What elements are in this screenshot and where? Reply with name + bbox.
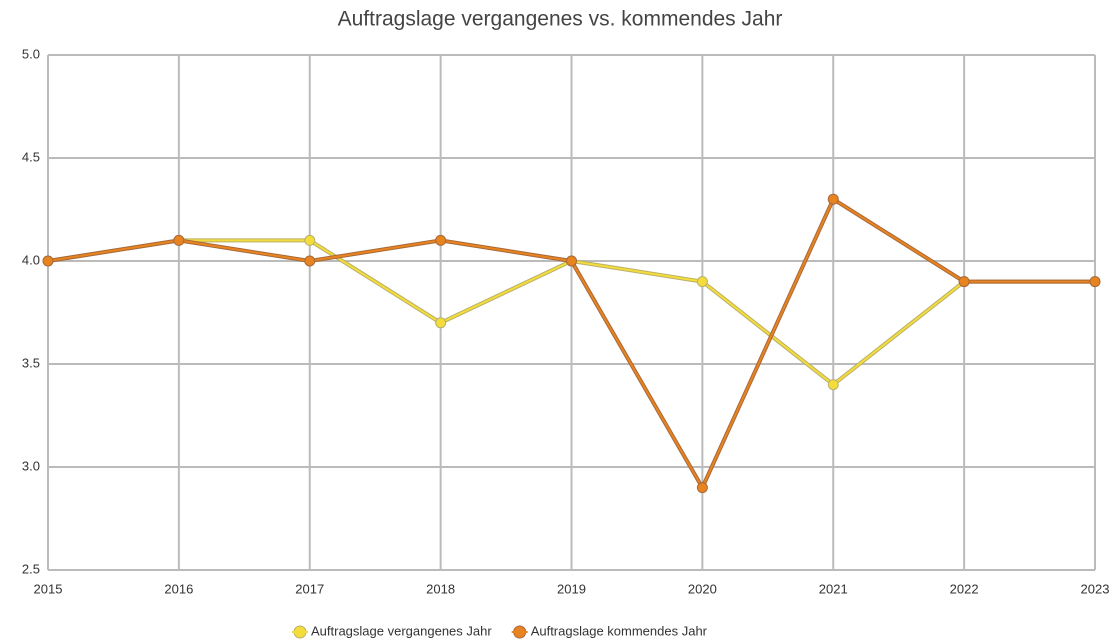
x-tick-label: 2018: [426, 581, 455, 596]
data-point: [304, 255, 316, 267]
y-tick-label: 2.5: [22, 561, 40, 576]
data-point: [173, 234, 185, 246]
data-point: [696, 276, 708, 288]
data-point: [827, 379, 839, 391]
data-point: [435, 234, 447, 246]
x-tick-label: 2020: [688, 581, 717, 596]
chart-title: Auftragslage vergangenes vs. kommendes J…: [338, 8, 783, 31]
y-tick-label: 4.5: [22, 149, 40, 164]
data-point: [304, 234, 316, 246]
x-tick-label: 2022: [950, 581, 979, 596]
data-point: [435, 317, 447, 329]
x-tick-label: 2023: [1081, 581, 1110, 596]
data-point: [566, 255, 577, 267]
data-point: [1089, 276, 1101, 288]
legend-label: Auftragslage kommendes Jahr: [531, 623, 708, 638]
data-point: [958, 276, 970, 288]
x-tick-label: 2019: [557, 581, 586, 596]
y-tick-label: 5.0: [22, 46, 40, 61]
x-tick-label: 2016: [164, 581, 193, 596]
x-tick-label: 2015: [34, 581, 63, 596]
data-point: [42, 255, 54, 267]
y-tick-label: 3.0: [22, 458, 40, 473]
x-tick-label: 2021: [819, 581, 848, 596]
x-tick-label: 2017: [295, 581, 324, 596]
y-tick-label: 4.0: [22, 252, 40, 267]
data-point: [827, 193, 839, 205]
y-tick-label: 3.5: [22, 355, 40, 370]
data-point: [696, 482, 708, 494]
legend-label: Auftragslage vergangenes Jahr: [311, 623, 492, 638]
